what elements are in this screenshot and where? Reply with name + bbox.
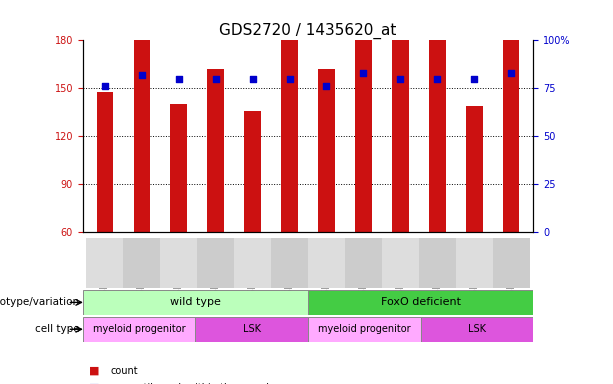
Text: percentile rank within the sample: percentile rank within the sample (110, 383, 275, 384)
Text: wild type: wild type (170, 297, 221, 308)
Text: genotype/variation: genotype/variation (0, 297, 80, 308)
Point (322, 83, 332, 89)
Bar (83, 290, 308, 315)
Text: myeloid progenitor: myeloid progenitor (93, 324, 185, 334)
Bar (318, 69, 335, 232)
Point (284, 76, 294, 82)
Bar (207, 69, 224, 232)
Bar (503, 0, 519, 232)
Text: LSK: LSK (468, 324, 486, 334)
Bar (83, 317, 196, 342)
Point (395, 76, 405, 82)
Bar (392, 29, 409, 232)
Point (432, 76, 442, 82)
Text: myeloid progenitor: myeloid progenitor (318, 324, 411, 334)
Point (100, 83, 110, 89)
Point (137, 72, 147, 78)
Point (174, 76, 184, 82)
Bar (455, 238, 493, 288)
Point (211, 76, 221, 82)
Bar (123, 238, 161, 288)
Bar (234, 238, 271, 288)
Bar (493, 238, 530, 288)
Text: cell type: cell type (35, 324, 80, 334)
Text: ■: ■ (89, 366, 99, 376)
Point (470, 76, 479, 82)
Bar (308, 317, 421, 342)
Text: LSK: LSK (243, 324, 261, 334)
Bar (281, 29, 298, 232)
Bar (382, 238, 419, 288)
Bar (466, 106, 482, 232)
Point (248, 76, 257, 82)
Bar (345, 238, 382, 288)
Bar (197, 238, 234, 288)
Text: count: count (110, 366, 138, 376)
Bar (308, 290, 533, 315)
Bar (196, 317, 308, 342)
Point (506, 70, 516, 76)
Bar (419, 238, 455, 288)
Title: GDS2720 / 1435620_at: GDS2720 / 1435620_at (219, 23, 397, 39)
Bar (97, 91, 113, 232)
Bar (86, 238, 123, 288)
Bar (429, 34, 446, 232)
Bar (245, 111, 261, 232)
Bar (161, 238, 197, 288)
Text: FoxO deficient: FoxO deficient (381, 297, 461, 308)
Bar (271, 238, 308, 288)
Bar (134, 0, 150, 232)
Bar (355, 15, 371, 232)
Bar (308, 238, 345, 288)
Point (359, 70, 368, 76)
Text: ■: ■ (89, 383, 99, 384)
Bar (421, 317, 533, 342)
Bar (170, 104, 187, 232)
